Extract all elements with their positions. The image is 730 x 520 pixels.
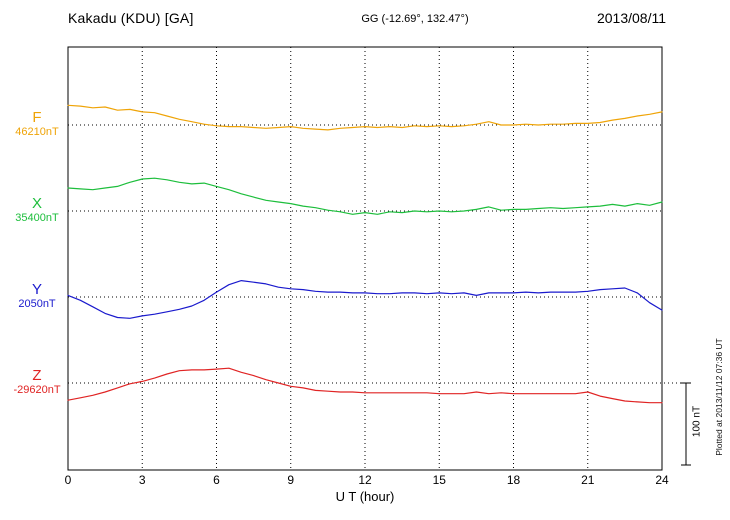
series-label-f: F 46210nT xyxy=(2,109,72,139)
x-tick-12: 12 xyxy=(358,473,372,487)
series-base-z: -29620nT xyxy=(13,384,61,396)
plot-frame xyxy=(67,46,663,471)
series-label-y: Y 2050nT xyxy=(2,281,72,311)
x-axis-label: U T (hour) xyxy=(335,489,395,504)
series-base-y: 2050nT xyxy=(18,298,56,310)
geographic-coords: GG (-12.69°, 132.47°) xyxy=(361,13,469,25)
x-tick-3: 3 xyxy=(138,473,146,487)
series-label-x: X 35400nT xyxy=(2,195,72,225)
plotted-at-note: Plotted at 2013/11/12 07:36 UT xyxy=(714,338,724,456)
scale-bar-label: 100 nT xyxy=(691,405,703,438)
x-tick-18: 18 xyxy=(506,473,521,487)
trace-Z xyxy=(67,367,663,404)
series-letter-x: X xyxy=(31,195,42,212)
x-tick-0: 0 xyxy=(64,473,72,487)
trace-Y xyxy=(67,280,663,319)
series-letter-f: F xyxy=(32,109,42,126)
x-tick-24: 24 xyxy=(655,473,669,487)
x-tick-9: 9 xyxy=(287,473,295,487)
series-base-x: 35400nT xyxy=(15,212,59,224)
trace-F xyxy=(67,104,663,131)
station-title: Kakadu (KDU) [GA] xyxy=(68,10,194,26)
series-letter-y: Y xyxy=(31,281,42,298)
plot-date: 2013/08/11 xyxy=(596,10,666,26)
x-tick-15: 15 xyxy=(432,473,446,487)
x-tick-6: 6 xyxy=(213,473,220,487)
series-base-f: 46210nT xyxy=(15,126,59,138)
x-tick-21: 21 xyxy=(581,473,595,487)
trace-X xyxy=(67,177,663,215)
series-letter-z: Z xyxy=(32,367,42,384)
series-label-z: Z -29620nT xyxy=(2,367,72,397)
